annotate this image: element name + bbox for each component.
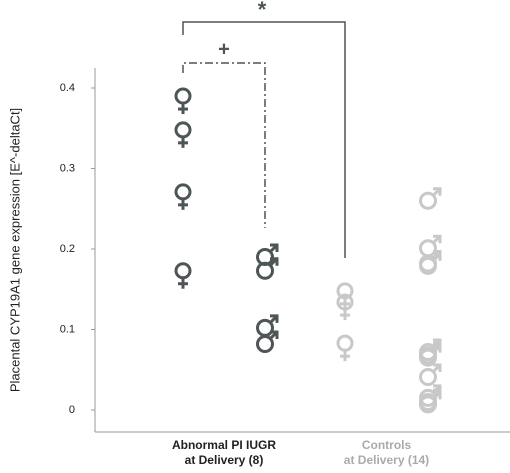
significance-bracket — [182, 62, 266, 228]
male-marker — [419, 344, 442, 367]
symbol-part — [433, 234, 442, 244]
male-marker — [256, 257, 279, 280]
symbol-part — [433, 252, 442, 261]
female-marker — [174, 87, 192, 115]
symbol-part — [431, 345, 441, 354]
y-tick-label: 0 — [69, 404, 75, 416]
symbol-part — [336, 334, 354, 352]
x-tick-label: Abnormal PI IUGR — [172, 438, 276, 452]
symbol-part — [174, 262, 192, 280]
x-tick-label: at Delivery (8) — [185, 453, 264, 467]
y-tick-label: 0.1 — [60, 323, 75, 335]
y-tick-label: 0.3 — [60, 162, 75, 174]
symbol-part — [270, 257, 279, 266]
symbol-part — [431, 236, 441, 245]
symbol-part — [256, 334, 274, 353]
symbol-part — [270, 314, 279, 323]
symbol-part — [419, 191, 437, 210]
female-marker — [336, 282, 354, 309]
y-tick-label: 0.2 — [60, 243, 75, 255]
symbol-part — [256, 261, 274, 280]
symbol-part — [174, 183, 192, 201]
symbol-part — [419, 256, 437, 275]
female-marker — [336, 334, 354, 362]
male-marker — [419, 390, 442, 414]
symbol-part — [431, 364, 441, 374]
symbol-part — [270, 243, 279, 253]
x-tick-label: Controls — [362, 438, 412, 452]
symbol-part — [174, 121, 192, 139]
symbol-part — [268, 258, 278, 267]
male-marker — [419, 363, 442, 386]
symbol-part — [174, 87, 192, 105]
y-tick-label: 0.4 — [60, 82, 75, 94]
symbol-part — [433, 363, 442, 372]
female-marker — [336, 293, 354, 321]
symbol-part — [268, 244, 278, 254]
significance-bracket — [182, 21, 346, 258]
symbol-part — [433, 390, 442, 400]
male-marker — [256, 330, 279, 353]
female-marker — [174, 121, 192, 148]
female-marker — [174, 262, 192, 289]
symbol-part — [431, 253, 441, 262]
female-marker — [174, 183, 192, 210]
symbol-part — [419, 348, 437, 367]
symbol-part — [270, 330, 279, 339]
symbol-part — [419, 367, 437, 386]
male-marker — [419, 187, 442, 210]
symbol-part — [268, 315, 278, 324]
symbol-part — [431, 392, 441, 401]
annotation: + — [218, 38, 230, 60]
symbol-part — [433, 344, 442, 353]
male-marker — [419, 252, 442, 275]
annotation: * — [258, 0, 267, 22]
symbol-part — [431, 188, 441, 197]
symbol-part — [419, 395, 437, 414]
symbol-part — [433, 187, 442, 196]
x-tick-label: at Delivery (14) — [344, 453, 429, 467]
symbol-part — [268, 331, 278, 341]
y-axis-title: Placental CYP19A1 gene expression [E^-de… — [7, 108, 22, 392]
